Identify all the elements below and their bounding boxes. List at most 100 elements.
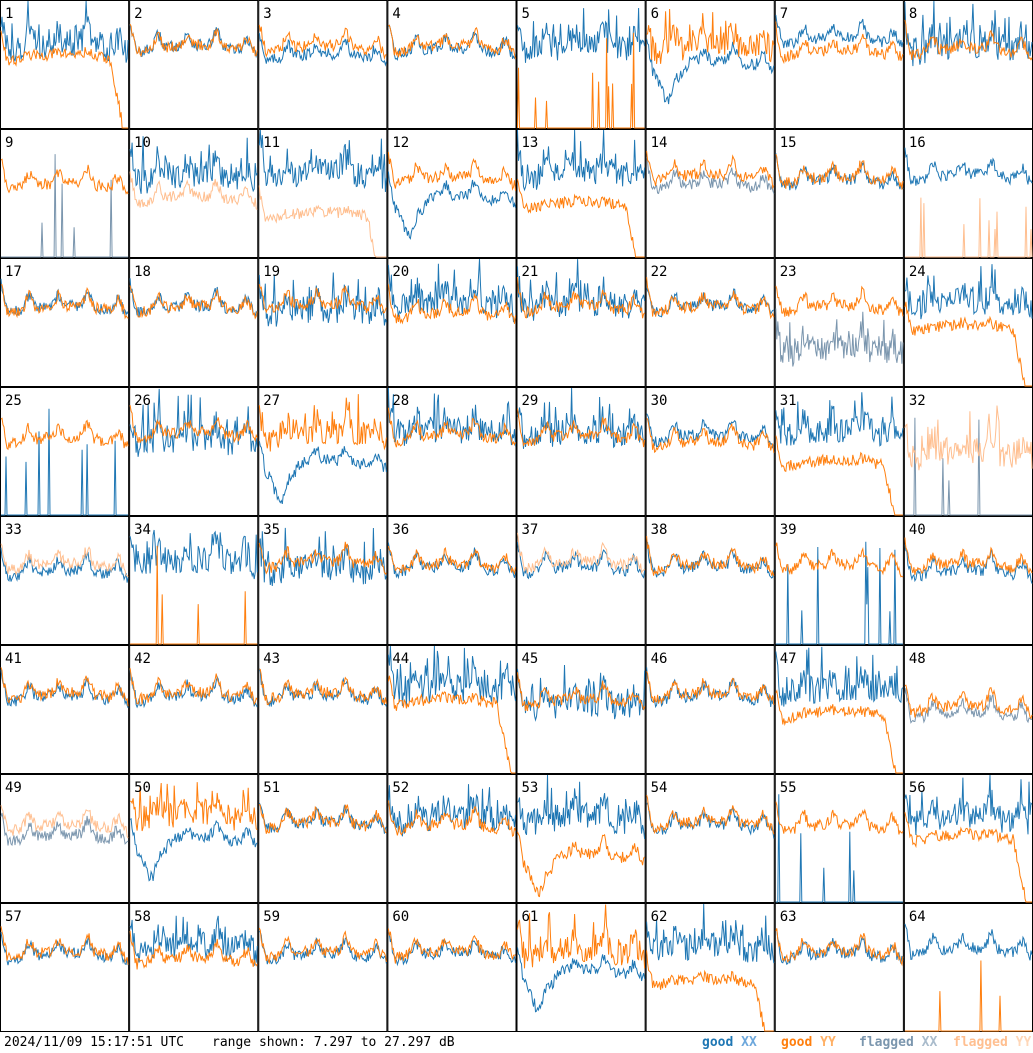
panel-label: 15 <box>780 135 797 151</box>
panel-label: 53 <box>522 780 539 796</box>
panel-58: 58 <box>129 903 259 1032</box>
yy-trace <box>517 672 646 712</box>
panel-label: 43 <box>263 651 280 667</box>
xx-trace <box>517 7 646 63</box>
xx-trace <box>646 903 775 964</box>
yy-trace <box>0 30 129 129</box>
panel-26: 26 <box>129 387 259 516</box>
yy-trace <box>904 960 1032 1032</box>
panel-label: 29 <box>522 393 539 409</box>
yy-trace <box>258 284 387 314</box>
panel-label: 51 <box>263 780 280 796</box>
panel-5: 5 <box>516 0 646 129</box>
panel-label: 34 <box>134 522 151 538</box>
xx-trace <box>775 392 904 447</box>
xx-trace <box>646 801 775 839</box>
panel-25: 25 <box>0 387 130 516</box>
panel-45: 45 <box>516 645 646 774</box>
yy-trace <box>387 407 516 448</box>
yy-trace <box>259 668 387 706</box>
xx-trace <box>1 408 129 516</box>
yy-trace <box>387 675 516 774</box>
xx-trace <box>646 38 775 105</box>
panel-32: 32 <box>903 387 1033 516</box>
yy-trace <box>904 19 1033 61</box>
yy-trace <box>129 668 258 706</box>
xx-trace <box>258 930 387 965</box>
panel-57: 57 <box>0 903 130 1032</box>
yy-trace <box>517 178 645 258</box>
panel-label: 12 <box>392 135 409 151</box>
yy-trace <box>1 284 129 320</box>
legend-flagged-xx-word: flagged <box>859 1035 914 1050</box>
xx-trace <box>129 388 258 457</box>
yy-trace <box>775 21 904 65</box>
yy-trace <box>904 812 1032 903</box>
yy-trace <box>904 405 1033 471</box>
panel-30: 30 <box>645 387 775 516</box>
yy-trace <box>646 950 774 1032</box>
panel-53: 53 <box>516 774 646 903</box>
panel-35: 35 <box>258 516 388 645</box>
panel-54: 54 <box>645 774 775 903</box>
panel-frame <box>516 516 646 645</box>
panel-40: 40 <box>903 516 1033 645</box>
panel-label: 58 <box>134 909 151 925</box>
yy-trace <box>517 532 645 575</box>
panel-frame <box>774 129 904 258</box>
xx-trace <box>387 258 516 323</box>
panel-31: 31 <box>774 387 904 516</box>
panel-label: 50 <box>134 780 151 796</box>
panel-19: 19 <box>258 258 388 387</box>
xx-trace <box>775 794 903 903</box>
panel-frame <box>645 903 775 1032</box>
yy-trace <box>129 405 258 444</box>
legend-good-xx-word: good <box>702 1035 734 1050</box>
xx-trace <box>904 923 1033 961</box>
panel-15: 15 <box>774 129 904 258</box>
panel-label: 13 <box>522 135 539 151</box>
panel-12: 12 <box>387 129 517 258</box>
panel-label: 59 <box>263 909 280 925</box>
panel-frame <box>0 387 130 516</box>
panel-label: 48 <box>909 651 926 667</box>
yy-trace <box>775 689 903 774</box>
panel-56: 56 <box>903 774 1033 903</box>
panel-frame <box>516 387 646 516</box>
xx-trace <box>258 272 387 327</box>
yy-trace <box>0 417 129 451</box>
yy-trace <box>129 23 258 58</box>
yy-trace <box>904 537 1033 575</box>
panel-38: 38 <box>645 516 775 645</box>
panel-label: 45 <box>522 651 539 667</box>
xx-trace <box>387 171 516 240</box>
panel-label: 61 <box>522 909 539 925</box>
panel-24: 24 <box>903 258 1033 387</box>
yy-trace <box>130 782 258 832</box>
panel-62: 62 <box>645 903 775 1032</box>
panel-51: 51 <box>258 774 388 903</box>
legend-flagged-yy: flagged YY <box>953 1035 1031 1050</box>
panel-label: 18 <box>134 264 151 280</box>
panel-label: 17 <box>5 264 22 280</box>
panel-frame <box>258 129 388 258</box>
yy-trace <box>775 801 904 835</box>
panel-label: 19 <box>263 264 280 280</box>
panel-label: 24 <box>909 264 926 280</box>
panel-label: 14 <box>651 135 668 151</box>
xx-trace <box>517 947 646 1013</box>
xx-trace <box>775 646 904 707</box>
panel-9: 9 <box>0 129 130 258</box>
xx-trace <box>129 915 258 966</box>
panel-20: 20 <box>387 258 517 387</box>
panel-42: 42 <box>129 645 259 774</box>
panel-label: 63 <box>780 909 797 925</box>
panel-frame <box>129 387 259 516</box>
legend-good-yy-word: good <box>781 1035 813 1050</box>
panel-label: 10 <box>134 135 151 151</box>
panel-label: 39 <box>780 522 797 538</box>
panel-label: 27 <box>263 393 280 409</box>
yy-trace <box>387 928 516 964</box>
legend-flagged-yy-pol: YY <box>1015 1035 1032 1050</box>
panel-frame <box>258 645 388 774</box>
